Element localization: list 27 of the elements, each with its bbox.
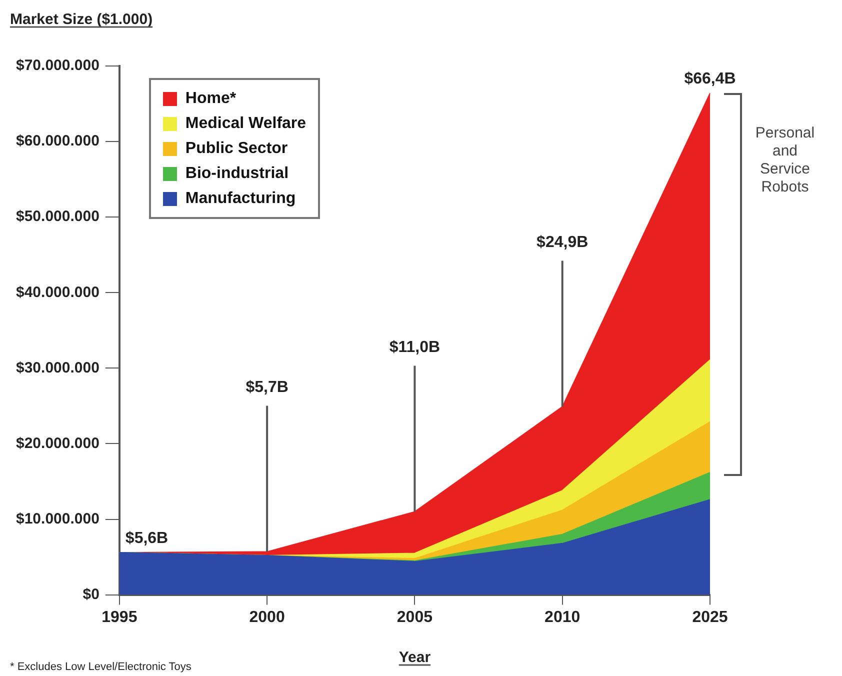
annotation: $66,4B [684, 70, 736, 88]
annotation: $5,7B [246, 379, 288, 396]
y-tick-label: $20.000.000 [16, 434, 100, 452]
y-tick-label: $60.000.000 [16, 132, 100, 150]
y-tick-label: $40.000.000 [16, 284, 100, 301]
annotation: $24,9B [536, 234, 588, 252]
text: Personal and Service Robots [755, 124, 815, 196]
x-tick-label: 2010 [544, 608, 580, 626]
x-axis-title: Year [398, 649, 431, 666]
legend-label: Bio-industrial [185, 164, 289, 184]
legend-label: Home* [185, 89, 236, 109]
y-axis-title: Market Size ($1.000) [10, 11, 153, 28]
legend-label: Public Sector [185, 139, 288, 159]
y-tick-label: $70.000.000 [16, 57, 100, 74]
legend-label: Medical Welfare [185, 114, 306, 134]
y-tick-label: $0 [82, 586, 100, 603]
annotation: $5,6B [125, 530, 168, 547]
y-tick-label: $50.000.000 [16, 208, 100, 226]
annotation: $11,0B [389, 339, 440, 356]
x-tick-label: 1995 [102, 608, 138, 626]
x-tick-label: 2000 [249, 608, 285, 626]
y-tick-label: $30.000.000 [16, 359, 100, 376]
text: * Excludes Low Level/Electronic Toys [10, 661, 192, 673]
legend-label: Manufacturing [185, 189, 296, 209]
x-tick-label: 2025 [692, 608, 728, 626]
y-tick-label: $10.000.000 [16, 510, 100, 528]
x-tick-label: 2005 [396, 608, 433, 626]
